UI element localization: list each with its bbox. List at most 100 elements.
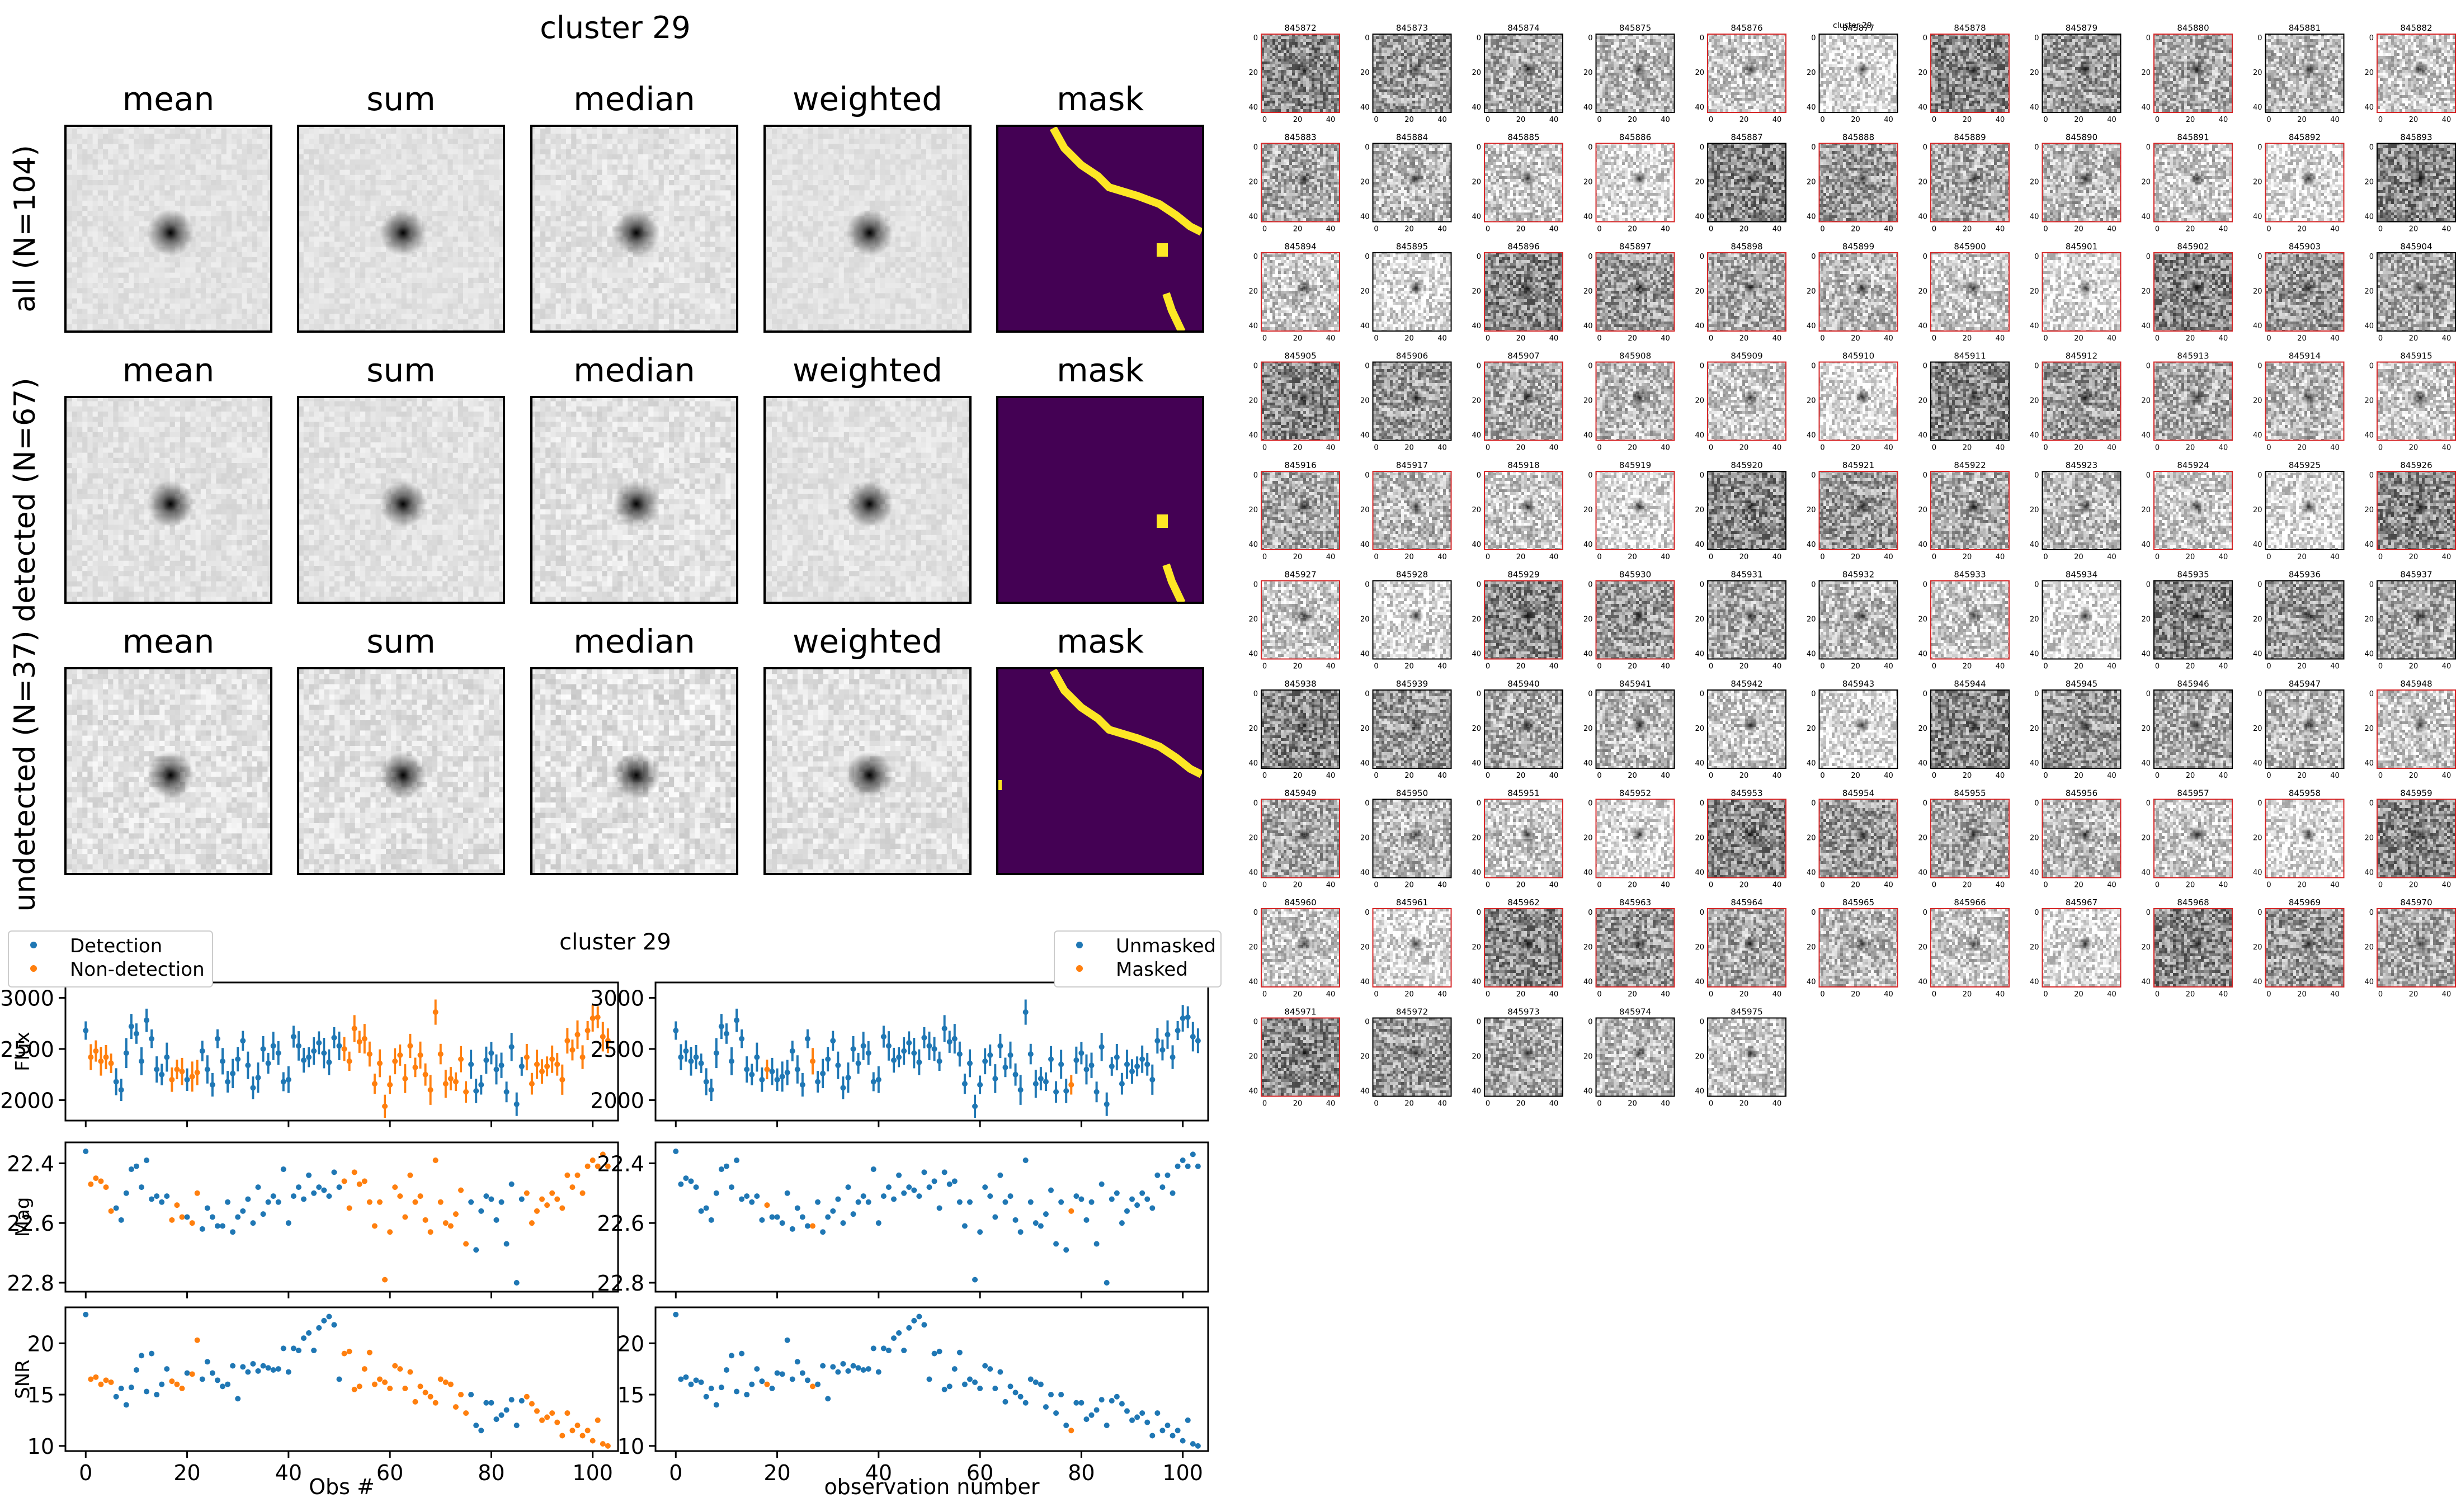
point-masked — [189, 1220, 195, 1226]
thumbnail-y-tick: 40 — [1807, 213, 1816, 221]
point-unmasked — [159, 1199, 165, 1205]
point-masked — [590, 1438, 596, 1444]
point-masked — [584, 1163, 591, 1169]
thumbnail-source — [1520, 717, 1535, 733]
thumbnail-x-tick: 40 — [2107, 663, 2116, 671]
point-unmasked — [1002, 1064, 1008, 1070]
point-masked — [174, 1202, 180, 1208]
thumbnail-frame — [2265, 34, 2345, 113]
thumbnail-source — [2189, 717, 2205, 733]
thumbnail-y-tick: 40 — [2030, 759, 2039, 768]
thumbnail-y-tick: 0 — [1588, 1018, 1592, 1027]
point-masked — [605, 1163, 611, 1169]
point-unmasked — [265, 1365, 271, 1371]
thumbnail-id: 845889 — [1954, 133, 1986, 143]
stack-frame — [297, 667, 505, 875]
thumbnail-source — [2189, 171, 2205, 187]
thumbnail-x-tick: 20 — [2074, 334, 2083, 343]
thumbnail-x-tick: 20 — [1739, 1100, 1749, 1108]
point-unmasked — [865, 1199, 871, 1205]
thumbnail-id: 845916 — [1284, 460, 1316, 470]
thumbnail-x-tick: 40 — [1549, 225, 1559, 234]
thumbnail-frame — [1818, 34, 1898, 113]
point-unmasked — [1093, 1407, 1100, 1413]
thumbnail-x-tick: 20 — [1628, 116, 1637, 124]
thumbnail-source — [1631, 171, 1647, 187]
thumbnail-x-tick: 40 — [1661, 225, 1670, 234]
thumbnail-x-tick: 40 — [1326, 990, 1336, 999]
thumbnail-id: 845921 — [1842, 460, 1874, 470]
thumbnail-id: 845936 — [2289, 570, 2321, 580]
point-unmasked — [503, 1089, 510, 1095]
point-unmasked — [1002, 1398, 1008, 1405]
point-unmasked — [961, 1081, 968, 1087]
thumbnail-id: 845965 — [1842, 897, 1874, 908]
thumbnail-id: 845963 — [1619, 897, 1651, 908]
legend-marker — [1076, 965, 1083, 972]
point-unmasked — [301, 1335, 307, 1341]
thumbnail-y-tick: 40 — [1248, 432, 1258, 440]
thumbnail-id: 845973 — [1507, 1007, 1539, 1017]
thumbnail-x-tick: 0 — [1709, 334, 1713, 343]
thumbnail-x-tick: 40 — [1326, 116, 1336, 124]
thumbnail-y-tick: 0 — [1253, 581, 1258, 589]
point-masked — [554, 1419, 560, 1425]
thumbnail-y-tick: 20 — [1360, 1053, 1370, 1061]
point-unmasked — [855, 1365, 861, 1371]
thumbnail-frame — [1707, 252, 1786, 332]
stack-column-label: mask — [1057, 80, 1144, 118]
point-unmasked — [698, 1208, 704, 1214]
thumbnail-x-tick: 40 — [1661, 663, 1670, 671]
thumbnail-frame — [1261, 252, 1340, 332]
point-unmasked — [255, 1184, 261, 1190]
thumbnail-x-tick: 20 — [2074, 116, 2083, 124]
thumbnail-source — [1296, 62, 1312, 77]
thumbnail-x-tick: 40 — [1326, 663, 1336, 671]
thumbnail-id: 845938 — [1284, 679, 1316, 689]
point-unmasked — [113, 1205, 119, 1211]
point-masked — [351, 1386, 357, 1392]
thumbnail-id: 845948 — [2400, 679, 2432, 689]
point-unmasked — [946, 1039, 953, 1045]
axes-frame — [64, 1306, 619, 1452]
thumbnail-frame — [2265, 471, 2345, 550]
thumbnail-x-tick: 0 — [2043, 772, 2048, 780]
point-unmasked — [911, 1050, 917, 1056]
point-masked — [452, 1079, 459, 1085]
thumbnail-frame — [2153, 252, 2233, 332]
thumbnail-y-tick: 0 — [2369, 690, 2374, 698]
thumbnail-x-tick: 20 — [2074, 663, 2083, 671]
point-unmasked — [128, 1385, 134, 1391]
mask-blob — [1162, 292, 1186, 333]
thumbnail-x-tick: 20 — [2297, 772, 2307, 780]
thumbnail-x-tick: 40 — [1996, 225, 2005, 234]
thumbnail-x-tick: 0 — [1262, 663, 1267, 671]
thumbnail-source — [2412, 171, 2428, 187]
point-unmasked — [1038, 1223, 1044, 1229]
thumbnail-y-tick: 20 — [1695, 834, 1704, 843]
thumbnail-frame — [2153, 471, 2233, 550]
point-unmasked — [1195, 1038, 1201, 1044]
axes-frame — [654, 1306, 1209, 1452]
thumbnail-y-tick: 40 — [2253, 541, 2262, 549]
point-unmasked — [498, 1412, 505, 1418]
point-masked — [376, 1060, 383, 1066]
thumbnail-y-tick: 40 — [1695, 869, 1704, 877]
point-unmasked — [703, 1079, 709, 1085]
thumbnail-id: 845945 — [2066, 679, 2097, 689]
point-masked — [361, 1178, 367, 1184]
thumbnail-y-tick: 40 — [2364, 103, 2374, 112]
thumbnail-x-tick: 0 — [2155, 553, 2160, 561]
point-unmasked — [891, 1057, 897, 1064]
thumbnail-x-tick: 0 — [1709, 225, 1713, 234]
point-unmasked — [1165, 1032, 1171, 1038]
point-unmasked — [688, 1381, 694, 1387]
thumbnail-x-tick: 0 — [1709, 116, 1713, 124]
point-masked — [93, 1048, 99, 1054]
thumbnail-x-tick: 0 — [1597, 334, 1601, 343]
